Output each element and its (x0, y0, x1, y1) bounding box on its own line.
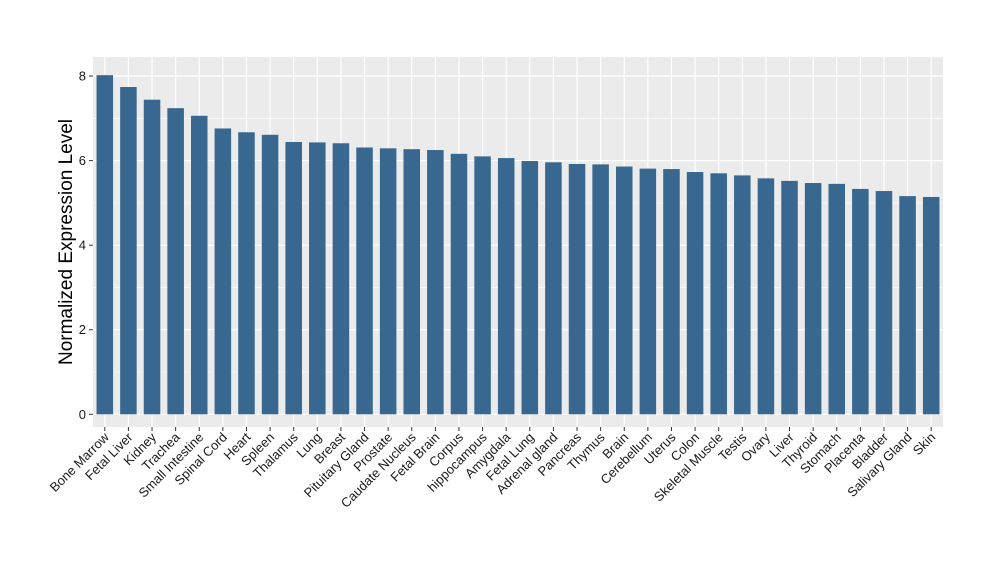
bar (734, 175, 751, 415)
bar (120, 87, 137, 415)
bar (332, 143, 350, 415)
bar (261, 134, 279, 415)
bar (592, 164, 609, 415)
bar (568, 163, 586, 415)
bar (190, 115, 208, 415)
x-tick-label: Skin (910, 430, 938, 458)
bar (143, 99, 161, 415)
bar (828, 183, 846, 415)
bar (167, 108, 184, 415)
bar (639, 168, 657, 415)
bar (899, 196, 916, 415)
y-tick-label: 8 (79, 69, 86, 84)
bar (615, 166, 633, 415)
bar (474, 156, 491, 415)
bar (852, 188, 869, 415)
bar (663, 169, 680, 415)
bar (379, 148, 397, 415)
y-tick-label: 4 (79, 238, 86, 253)
bar (450, 153, 468, 415)
bar (521, 161, 539, 415)
bar (356, 147, 373, 415)
bars (96, 75, 940, 415)
bar (710, 173, 727, 415)
bar (309, 142, 326, 415)
bar (497, 158, 515, 415)
y-tick-label: 6 (79, 153, 86, 168)
plot-panel (93, 57, 943, 427)
y-tick-label: 0 (79, 407, 86, 422)
bar (757, 178, 775, 415)
bar (96, 75, 114, 415)
bar (545, 162, 562, 415)
bar (922, 196, 940, 415)
bar (403, 149, 421, 415)
y-tick-label: 2 (79, 322, 86, 337)
bar (804, 183, 822, 415)
bar (686, 172, 704, 415)
bar (427, 150, 444, 415)
bar (214, 128, 232, 415)
bar (875, 191, 893, 415)
bar (238, 132, 255, 415)
bar (781, 180, 798, 415)
bar (285, 141, 302, 415)
y-axis: 0 2 4 6 8 (79, 69, 93, 422)
y-axis-title: Normalized Expression Level (56, 119, 77, 365)
